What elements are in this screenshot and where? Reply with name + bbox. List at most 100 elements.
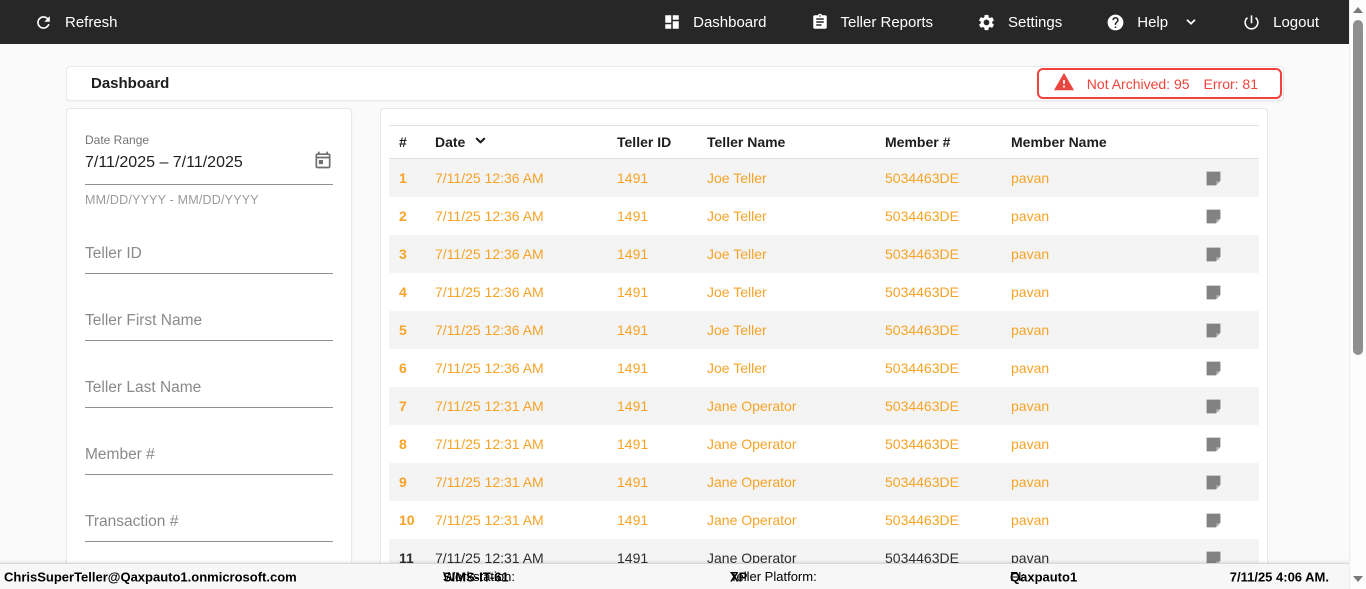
col-header-teller-id: Teller ID xyxy=(617,134,672,150)
row-teller-id: 1491 xyxy=(617,436,649,452)
teller-first-name-input[interactable] xyxy=(85,312,333,341)
col-header-teller-name: Teller Name xyxy=(707,134,786,150)
note-icon[interactable] xyxy=(1205,208,1222,225)
chevron-down-icon xyxy=(1184,15,1198,29)
table-row[interactable]: 2 7/11/25 12:36 AM 1491 Joe Teller 50344… xyxy=(389,197,1259,235)
row-date: 7/11/25 12:36 AM xyxy=(435,322,544,338)
row-member-num: 5034463DE xyxy=(885,474,959,490)
error-count: Error: 81 xyxy=(1203,75,1258,92)
table-row[interactable]: 10 7/11/25 12:31 AM 1491 Jane Operator 5… xyxy=(389,501,1259,539)
nav-dashboard-label: Dashboard xyxy=(693,13,767,31)
reports-icon xyxy=(811,13,829,31)
nav-teller-reports-label: Teller Reports xyxy=(840,13,934,31)
row-member-num: 5034463DE xyxy=(885,322,959,338)
row-date: 7/11/25 12:31 AM xyxy=(435,512,544,528)
row-number: 4 xyxy=(399,284,407,300)
status-bar: ChrisSuperTeller@Qaxpauto1.onmicrosoft.c… xyxy=(0,563,1349,589)
row-member-num: 5034463DE xyxy=(885,550,959,566)
table-row[interactable]: 1 7/11/25 12:36 AM 1491 Joe Teller 50344… xyxy=(389,159,1259,197)
row-number: 6 xyxy=(399,360,407,376)
row-number: 10 xyxy=(399,512,415,528)
note-icon[interactable] xyxy=(1205,436,1222,453)
scroll-up-arrow[interactable] xyxy=(1353,7,1363,13)
row-number: 3 xyxy=(399,246,407,262)
note-icon[interactable] xyxy=(1205,398,1222,415)
logout-icon xyxy=(1242,13,1261,32)
row-member-num: 5034463DE xyxy=(885,436,959,452)
transaction-number-input[interactable] xyxy=(85,513,333,542)
member-number-input[interactable] xyxy=(85,446,333,475)
note-icon[interactable] xyxy=(1205,512,1222,529)
row-number: 9 xyxy=(399,474,407,490)
row-member-name: pavan xyxy=(1011,360,1050,376)
row-teller-id: 1491 xyxy=(617,512,649,528)
sort-descending-icon xyxy=(473,133,488,151)
row-date: 7/11/25 12:36 AM xyxy=(435,208,544,224)
row-teller-name: Joe Teller xyxy=(707,360,767,376)
note-icon[interactable] xyxy=(1205,322,1222,339)
row-teller-name: Joe Teller xyxy=(707,284,767,300)
row-teller-name: Jane Operator xyxy=(707,398,797,414)
row-teller-name: Jane Operator xyxy=(707,474,797,490)
row-member-name: pavan xyxy=(1011,474,1050,490)
row-teller-id: 1491 xyxy=(617,398,649,414)
table-row[interactable]: 5 7/11/25 12:36 AM 1491 Joe Teller 50344… xyxy=(389,311,1259,349)
note-icon[interactable] xyxy=(1205,170,1222,187)
table-row[interactable]: 8 7/11/25 12:31 AM 1491 Jane Operator 50… xyxy=(389,425,1259,463)
row-member-name: pavan xyxy=(1011,208,1050,224)
scroll-down-arrow[interactable] xyxy=(1353,576,1363,582)
table-row[interactable]: 3 7/11/25 12:36 AM 1491 Joe Teller 50344… xyxy=(389,235,1259,273)
fi-info: FI: Qaxpauto1 xyxy=(1010,569,1078,584)
nav-teller-reports[interactable]: Teller Reports xyxy=(811,13,934,31)
note-icon[interactable] xyxy=(1205,360,1222,377)
note-icon[interactable] xyxy=(1205,284,1222,301)
nav-help[interactable]: Help xyxy=(1106,13,1198,32)
row-teller-name: Jane Operator xyxy=(707,550,797,566)
vertical-scrollbar[interactable] xyxy=(1349,0,1366,589)
row-member-num: 5034463DE xyxy=(885,170,959,186)
row-teller-id: 1491 xyxy=(617,208,649,224)
row-date: 7/11/25 12:36 AM xyxy=(435,360,544,376)
row-number: 11 xyxy=(399,550,414,566)
refresh-button[interactable]: Refresh xyxy=(34,13,118,32)
row-teller-name: Joe Teller xyxy=(707,246,767,262)
row-date: 7/11/25 12:36 AM xyxy=(435,246,544,262)
table-row[interactable]: 9 7/11/25 12:31 AM 1491 Jane Operator 50… xyxy=(389,463,1259,501)
table-row[interactable]: 6 7/11/25 12:36 AM 1491 Joe Teller 50344… xyxy=(389,349,1259,387)
calendar-icon[interactable] xyxy=(313,150,333,175)
nav-settings[interactable]: Settings xyxy=(977,13,1062,32)
row-member-name: pavan xyxy=(1011,246,1050,262)
row-teller-name: Joe Teller xyxy=(707,170,767,186)
row-date: 7/11/25 12:31 AM xyxy=(435,436,544,452)
col-header-date[interactable]: Date xyxy=(433,133,615,151)
row-member-num: 5034463DE xyxy=(885,398,959,414)
dashboard-icon xyxy=(663,13,681,31)
row-teller-id: 1491 xyxy=(617,474,649,490)
nav-logout[interactable]: Logout xyxy=(1242,13,1319,32)
row-member-name: pavan xyxy=(1011,284,1050,300)
row-member-num: 5034463DE xyxy=(885,246,959,262)
warning-icon xyxy=(1053,71,1075,96)
row-number: 2 xyxy=(399,208,407,224)
row-date: 7/11/25 12:36 AM xyxy=(435,284,544,300)
nav-dashboard[interactable]: Dashboard xyxy=(663,13,767,31)
note-icon[interactable] xyxy=(1205,246,1222,263)
table-row[interactable]: 4 7/11/25 12:36 AM 1491 Joe Teller 50344… xyxy=(389,273,1259,311)
archive-alert-badge[interactable]: Not Archived: 95 Error: 81 xyxy=(1036,68,1282,99)
row-teller-id: 1491 xyxy=(617,284,649,300)
teller-id-input[interactable] xyxy=(85,245,333,274)
row-date: 7/11/25 12:31 AM xyxy=(435,398,544,414)
scrollbar-thumb[interactable] xyxy=(1353,20,1363,355)
row-member-num: 5034463DE xyxy=(885,208,959,224)
table-row[interactable]: 7 7/11/25 12:31 AM 1491 Jane Operator 50… xyxy=(389,387,1259,425)
note-icon[interactable] xyxy=(1205,474,1222,491)
teller-last-name-input[interactable] xyxy=(85,379,333,408)
row-teller-name: Jane Operator xyxy=(707,436,797,452)
status-datetime: 7/11/25 4:06 AM. xyxy=(1229,569,1329,584)
row-teller-name: Joe Teller xyxy=(707,322,767,338)
page-title-bar: Dashboard Not Archived: 95 Error: 81 xyxy=(66,66,1284,101)
date-range-field[interactable]: 7/11/2025 – 7/11/2025 xyxy=(85,147,333,185)
row-member-num: 5034463DE xyxy=(885,512,959,528)
table-body: 1 7/11/25 12:36 AM 1491 Joe Teller 50344… xyxy=(389,159,1259,577)
nav-logout-label: Logout xyxy=(1273,13,1319,31)
